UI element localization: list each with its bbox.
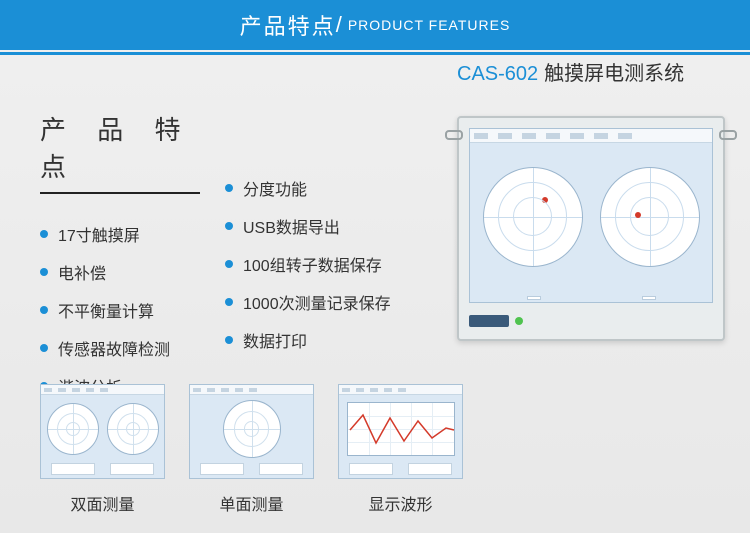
- section-title: 产 品 特 点: [40, 110, 225, 184]
- product-column: CAS-602 触摸屏电测系统: [457, 57, 725, 341]
- bullet-icon: [225, 298, 233, 306]
- feature-text: 不平衡量计算: [58, 298, 154, 322]
- thumbnail-single: 单面测量: [189, 384, 314, 515]
- bullet-icon: [225, 260, 233, 268]
- feature-item: 17寸触摸屏: [40, 222, 225, 246]
- product-name: 触摸屏电测系统: [544, 63, 684, 85]
- bullet-icon: [40, 268, 48, 276]
- monitor-device: [457, 116, 725, 341]
- features-left-column: 产 品 特 点 17寸触摸屏电补偿不平衡量计算传感器故障检测谐波分析: [40, 110, 225, 412]
- product-model: CAS-602: [457, 63, 538, 85]
- polar-chart-left: [483, 167, 583, 267]
- product-title: CAS-602 触摸屏电测系统: [457, 57, 725, 86]
- content-area: 产 品 特 点 17寸触摸屏电补偿不平衡量计算传感器故障检测谐波分析 分度功能U…: [0, 55, 750, 412]
- monitor-screen: [469, 128, 713, 303]
- feature-list-right: 分度功能 USB数据导出 100组转子数据保存 1000次测量记录保存数据打印: [225, 176, 430, 352]
- thumb-label: 单面测量: [189, 491, 314, 515]
- bullet-icon: [40, 230, 48, 238]
- bullet-icon: [225, 336, 233, 344]
- feature-text: 电补偿: [58, 260, 106, 284]
- features-right-column: 分度功能 USB数据导出 100组转子数据保存 1000次测量记录保存数据打印: [225, 110, 430, 412]
- monitor-footer: [469, 311, 713, 331]
- feature-text: 传感器故障检测: [58, 336, 170, 360]
- thumb-label: 显示波形: [338, 491, 463, 515]
- thumb-label: 双面测量: [40, 491, 165, 515]
- thumbnails-row: 双面测量 单面测量: [40, 384, 463, 515]
- header-separator: /: [336, 12, 344, 38]
- polar-chart-right: [600, 167, 700, 267]
- feature-list-left: 17寸触摸屏电补偿不平衡量计算传感器故障检测谐波分析: [40, 222, 225, 398]
- monitor-slot: [469, 315, 509, 327]
- thumb-screen-dual: [40, 384, 165, 479]
- feature-item: 不平衡量计算: [40, 298, 225, 322]
- feature-text: 数据打印: [243, 328, 307, 352]
- feature-text: 1000次测量记录保存: [243, 290, 391, 314]
- thumb-screen-single: [189, 384, 314, 479]
- feature-text: 100组转子数据保存: [243, 252, 382, 276]
- monitor-menu-bar: [470, 129, 712, 143]
- feature-item: 数据打印: [225, 328, 430, 352]
- waveform-chart: [347, 402, 455, 456]
- bullet-icon: [40, 344, 48, 352]
- feature-text: 分度功能: [243, 176, 307, 200]
- monitor-handle-left: [445, 130, 463, 140]
- feature-item: 电补偿: [40, 260, 225, 284]
- header-title-cn: 产品特点: [240, 9, 336, 41]
- thumbnail-wave: 显示波形: [338, 384, 463, 515]
- feature-item: USB数据导出: [225, 214, 430, 238]
- bullet-icon: [40, 306, 48, 314]
- header-band: 产品特点 / PRODUCT FEATURES: [0, 0, 750, 50]
- feature-text: USB数据导出: [243, 214, 340, 238]
- screen-values: [476, 296, 706, 300]
- feature-item: 100组转子数据保存: [225, 252, 430, 276]
- feature-item: 1000次测量记录保存: [225, 290, 430, 314]
- feature-text: 17寸触摸屏: [58, 222, 140, 246]
- bullet-icon: [225, 184, 233, 192]
- monitor-led: [515, 317, 523, 325]
- bullet-icon: [225, 222, 233, 230]
- thumbnail-dual: 双面测量: [40, 384, 165, 515]
- feature-item: 传感器故障检测: [40, 336, 225, 360]
- monitor-body: [470, 143, 712, 290]
- feature-item: 分度功能: [225, 176, 430, 200]
- section-underline: [40, 192, 200, 194]
- monitor-handle-right: [719, 130, 737, 140]
- header-title-en: PRODUCT FEATURES: [348, 17, 511, 33]
- thumb-screen-wave: [338, 384, 463, 479]
